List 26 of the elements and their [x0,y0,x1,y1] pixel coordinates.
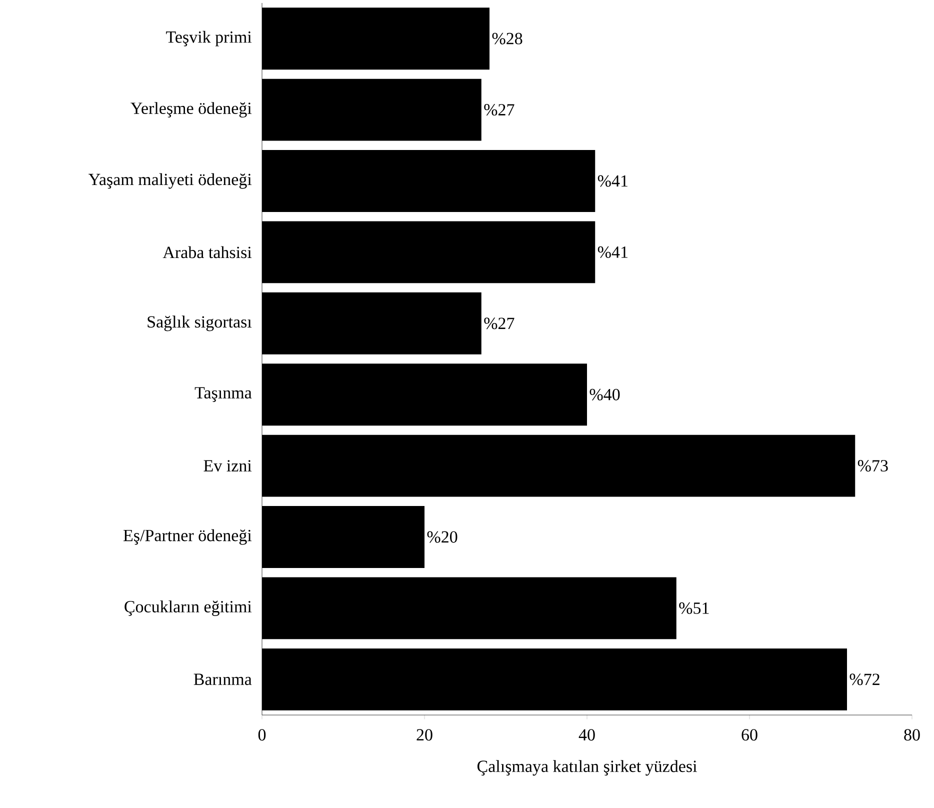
data-label: %51 [679,602,709,614]
y-tick-label: Teşvik primi [166,30,252,46]
y-tick-label: Araba tahsisi [162,246,252,258]
y-tick-label: Barınma [194,674,252,686]
x-tick-label: 0 [258,729,266,741]
x-tick-label: 60 [742,729,758,741]
x-tick-label: 20 [416,729,432,741]
y-tick-label: Yaşam maliyeti ödeneği [88,173,252,189]
x-tick-label: 80 [904,729,920,741]
data-label: %73 [858,460,888,472]
y-tick-label: Ev izni [204,460,252,472]
data-label: %41 [598,175,628,187]
data-label: %28 [492,32,522,44]
y-tick-label: Yerleşme ödeneği [130,102,252,118]
data-label: %20 [427,531,458,543]
y-tick-label: Eş/Partner ödeneği [123,529,252,545]
data-label: %72 [850,674,880,686]
data-label: %40 [590,388,620,400]
x-tick-label: 40 [578,729,595,741]
y-tick-label: Taşınma [194,387,252,402]
data-label: %27 [484,104,514,116]
data-label: %27 [484,318,514,330]
y-tick-label: Çocukların eğitimi [124,600,252,616]
x-axis-title: Çalışmaya katılan şirket yüzdesi [477,760,697,776]
y-tick-label: Sağlık sigortası [148,316,252,332]
data-label: %41 [598,246,628,258]
